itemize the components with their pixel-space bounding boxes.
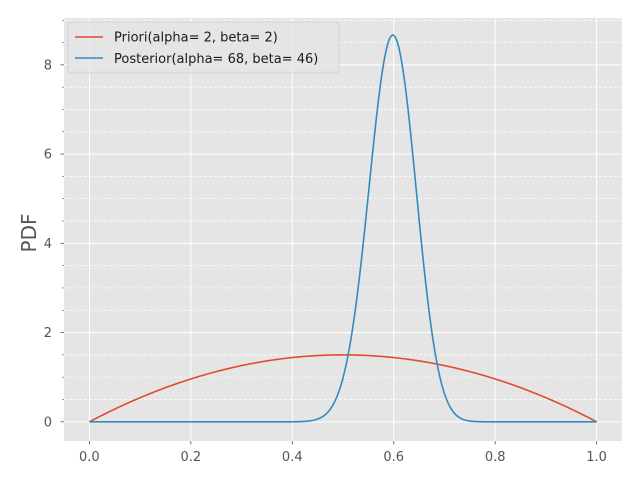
x-tick-label: 0.0 bbox=[79, 450, 100, 465]
major-grid bbox=[64, 18, 622, 441]
y-axis: 0 2 4 6 8 bbox=[44, 19, 64, 430]
y-axis-label: PDF bbox=[17, 214, 41, 253]
y-tick-label: 6 bbox=[44, 148, 52, 163]
x-tick-label: 0.4 bbox=[282, 450, 303, 465]
series-line-priori bbox=[88, 354, 598, 423]
y-tick-label: 0 bbox=[44, 415, 52, 430]
x-tick-label: 0.8 bbox=[485, 450, 506, 465]
y-tick-label: 2 bbox=[44, 326, 52, 341]
x-axis: 0.0 0.2 0.4 0.6 0.8 1.0 bbox=[79, 441, 607, 465]
legend-label-priori: Priori(alpha= 2, beta= 2) bbox=[114, 31, 278, 46]
y-tick-label: 4 bbox=[44, 237, 52, 252]
x-tick-label: 1.0 bbox=[586, 450, 607, 465]
legend: Priori(alpha= 2, beta= 2) Posterior(alph… bbox=[67, 21, 340, 74]
x-tick-label: 0.6 bbox=[383, 450, 404, 465]
plot-area bbox=[64, 18, 622, 441]
legend-box bbox=[67, 21, 340, 74]
series-line-posterior bbox=[89, 34, 597, 423]
legend-label-posterior: Posterior(alpha= 68, beta= 46) bbox=[114, 52, 318, 67]
x-tick-label: 0.2 bbox=[180, 450, 201, 465]
y-tick-label: 8 bbox=[44, 58, 52, 73]
series-group bbox=[88, 34, 598, 423]
